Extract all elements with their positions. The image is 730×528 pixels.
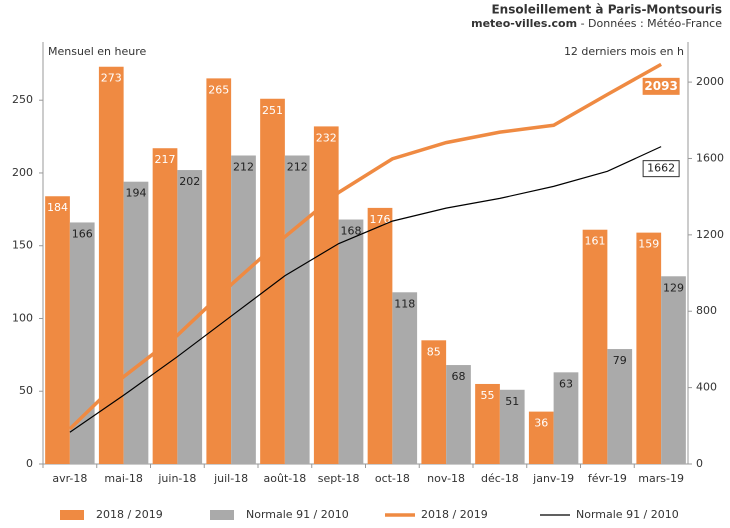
legend-label: 2018 / 2019 bbox=[421, 508, 488, 521]
subtitle-source: - Données : Météo-France bbox=[581, 17, 723, 30]
bar bbox=[661, 276, 686, 464]
line bbox=[68, 62, 662, 431]
bar-value-label: 36 bbox=[534, 417, 548, 430]
y2-tick-label: 400 bbox=[696, 381, 717, 394]
bar-value-label: 212 bbox=[287, 161, 308, 174]
bar bbox=[367, 207, 393, 464]
bar-value-label: 184 bbox=[47, 201, 68, 214]
x-tick-label: févr-19 bbox=[588, 472, 627, 485]
end-label: 1662 bbox=[647, 162, 675, 175]
bar bbox=[475, 383, 500, 464]
y-axis-label: Mensuel en heure bbox=[48, 45, 146, 58]
bar-value-label: 265 bbox=[208, 83, 229, 96]
bar-value-label: 63 bbox=[559, 377, 573, 390]
bar bbox=[206, 78, 232, 465]
x-tick-label: mars-19 bbox=[638, 472, 684, 485]
bar bbox=[338, 219, 364, 464]
bar bbox=[607, 349, 633, 464]
x-tick-label: juil-18 bbox=[213, 472, 248, 485]
bar-value-label: 202 bbox=[179, 175, 200, 188]
legend-swatch bbox=[60, 510, 84, 520]
bar bbox=[123, 181, 149, 465]
end-label-box bbox=[642, 77, 680, 95]
bar-value-label: 85 bbox=[427, 345, 441, 358]
x-tick-label: août-18 bbox=[264, 472, 307, 485]
bar-value-label: 118 bbox=[394, 297, 415, 310]
bar-value-label: 166 bbox=[72, 227, 93, 240]
legend-label: 2018 / 2019 bbox=[96, 508, 163, 521]
y-tick-label: 250 bbox=[12, 93, 33, 106]
y2-axis-label: 12 derniers mois en h bbox=[564, 45, 684, 58]
chart-subtitle: meteo-villes.com - Données : Météo-Franc… bbox=[471, 17, 722, 30]
bar-value-label: 273 bbox=[101, 72, 122, 85]
bar-value-label: 176 bbox=[370, 213, 391, 226]
bar bbox=[231, 155, 256, 464]
bar-value-label: 251 bbox=[262, 104, 283, 117]
legend-swatch bbox=[210, 510, 234, 520]
bar-value-label: 129 bbox=[663, 281, 684, 294]
bar bbox=[313, 126, 339, 465]
bar-value-label: 217 bbox=[155, 153, 176, 166]
y-tick-label: 0 bbox=[26, 457, 33, 470]
x-tick-label: avr-18 bbox=[52, 472, 87, 485]
bar-value-label: 79 bbox=[613, 354, 627, 367]
end-label: 2093 bbox=[644, 79, 677, 93]
subtitle-site: meteo-villes.com bbox=[471, 17, 577, 30]
x-tick-label: sept-18 bbox=[318, 472, 360, 485]
end-label-box bbox=[642, 160, 680, 178]
bar bbox=[392, 292, 418, 464]
bar bbox=[260, 98, 285, 465]
x-tick-label: oct-18 bbox=[375, 472, 410, 485]
bar bbox=[69, 222, 95, 464]
bar bbox=[582, 229, 608, 464]
legend-label: Normale 91 / 2010 bbox=[246, 508, 349, 521]
y2-tick-label: 1200 bbox=[696, 228, 724, 241]
bar-value-label: 68 bbox=[451, 370, 465, 383]
bar-value-label: 55 bbox=[481, 389, 495, 402]
bar bbox=[45, 196, 70, 464]
x-tick-label: janv-19 bbox=[532, 472, 574, 485]
y2-tick-label: 0 bbox=[696, 457, 703, 470]
y-tick-label: 150 bbox=[12, 239, 33, 252]
y-tick-label: 100 bbox=[12, 311, 33, 324]
y2-tick-label: 2000 bbox=[696, 75, 724, 88]
bar bbox=[636, 232, 662, 464]
x-tick-label: juin-18 bbox=[157, 472, 196, 485]
x-tick-label: nov-18 bbox=[427, 472, 465, 485]
bar-value-label: 159 bbox=[638, 238, 659, 251]
bar-value-label: 194 bbox=[125, 187, 146, 200]
legend-label: Normale 91 / 2010 bbox=[576, 508, 679, 521]
x-tick-label: déc-18 bbox=[481, 472, 519, 485]
bar bbox=[284, 155, 310, 464]
y-tick-label: 50 bbox=[19, 384, 33, 397]
bar bbox=[499, 389, 525, 464]
bar-value-label: 168 bbox=[340, 225, 361, 238]
bar bbox=[152, 148, 178, 464]
bar bbox=[553, 372, 579, 464]
x-tick-label: mai-18 bbox=[104, 472, 142, 485]
y2-tick-label: 800 bbox=[696, 304, 717, 317]
bar-value-label: 51 bbox=[505, 395, 519, 408]
bar-value-label: 161 bbox=[585, 235, 606, 248]
bar bbox=[528, 411, 554, 464]
bar bbox=[446, 365, 471, 464]
bar-value-label: 212 bbox=[233, 161, 254, 174]
line bbox=[69, 146, 662, 433]
chart-title: Ensoleillement à Paris-Montsouris bbox=[491, 3, 722, 17]
bar bbox=[421, 340, 447, 464]
y2-tick-label: 1600 bbox=[696, 151, 724, 164]
bar-value-label: 232 bbox=[316, 131, 337, 144]
y-tick-label: 200 bbox=[12, 166, 33, 179]
